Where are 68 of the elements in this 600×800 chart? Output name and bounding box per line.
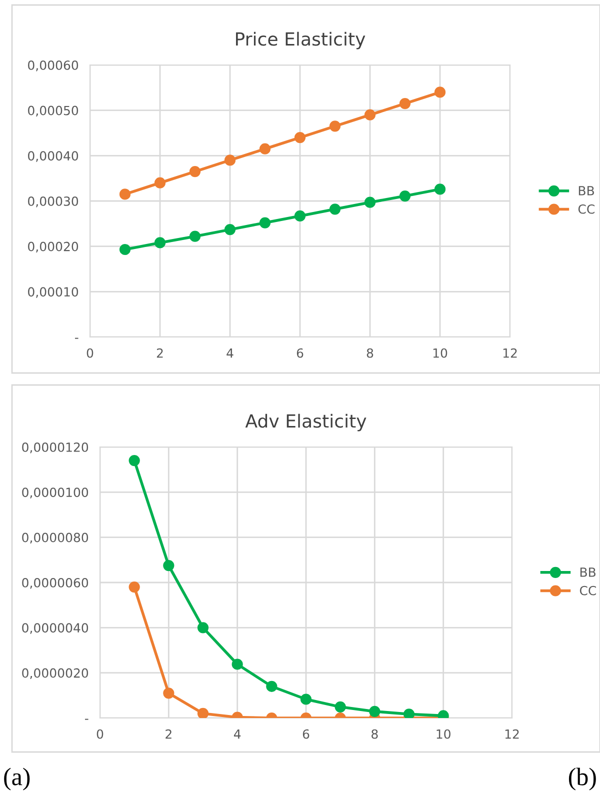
point: [399, 98, 411, 110]
point: [329, 120, 341, 132]
point: [300, 694, 312, 705]
x-tick-label: 2: [166, 729, 172, 739]
legend-label: BB: [580, 568, 596, 577]
x-tick-label: 10: [433, 348, 448, 358]
x-tick-label: 10: [436, 729, 450, 739]
x-tick-label: 4: [226, 348, 234, 358]
y-tick-label: 0,00050: [28, 106, 78, 117]
point: [294, 210, 306, 222]
point: [294, 132, 306, 144]
y-tick-label: -: [84, 718, 88, 720]
point: [119, 244, 131, 256]
x-tick-label: 12: [505, 729, 519, 739]
y-tick-label: -: [74, 338, 78, 339]
point: [197, 708, 209, 718]
y-tick-label: 0,00030: [28, 196, 78, 208]
point: [403, 708, 415, 718]
x-tick-label: 0: [86, 348, 94, 358]
y-tick-label: 0,0000040: [22, 623, 88, 634]
legend-label: CC: [578, 204, 594, 214]
x-tick-label: 8: [372, 729, 378, 739]
x-tick-label: 6: [302, 729, 310, 739]
point: [266, 680, 278, 692]
y-tick-label: 0,00060: [28, 60, 78, 72]
x-tick-label: 8: [366, 348, 374, 358]
point: [434, 86, 446, 98]
y-tick-label: 0,0000020: [22, 668, 88, 680]
x-tick-label: 0: [96, 729, 104, 739]
point: [224, 224, 236, 236]
x-tick-label: 4: [234, 729, 241, 739]
point: [154, 177, 166, 188]
chart-title: Price Elasticity: [236, 32, 366, 50]
point: [119, 188, 131, 200]
y-tick-label: 0,0000080: [22, 532, 88, 544]
point: [163, 560, 174, 572]
point: [232, 658, 243, 670]
legend-label: BB: [578, 186, 594, 196]
point: [364, 196, 376, 208]
y-tick-label: 0,0000120: [22, 442, 88, 454]
point: [128, 581, 140, 593]
text: (b): [568, 768, 596, 790]
chart-title: Adv Elasticity: [245, 414, 366, 432]
point: [369, 706, 380, 718]
y-tick-label: 0,00040: [28, 151, 78, 162]
x-tick-label: 12: [503, 348, 517, 358]
point: [259, 143, 271, 154]
point: [189, 230, 201, 242]
point: [364, 109, 376, 120]
point: [128, 454, 140, 466]
text: (a): [4, 768, 30, 790]
point: [329, 204, 341, 215]
x-tick-label: 6: [296, 348, 304, 358]
point: [163, 688, 174, 699]
x-tick-label: 2: [156, 348, 163, 358]
point: [334, 701, 346, 712]
point: [197, 622, 209, 634]
legend-label: CC: [580, 586, 596, 596]
point: [399, 190, 411, 202]
point: [434, 184, 446, 195]
y-tick-label: 0,00020: [28, 242, 78, 253]
y-tick-label: 0,0000060: [22, 578, 88, 589]
point: [259, 217, 271, 228]
y-tick-label: 0,0000100: [22, 488, 88, 498]
y-tick-label: 0,00010: [28, 287, 78, 298]
point: [224, 154, 236, 166]
point: [154, 237, 166, 248]
point: [189, 166, 201, 178]
